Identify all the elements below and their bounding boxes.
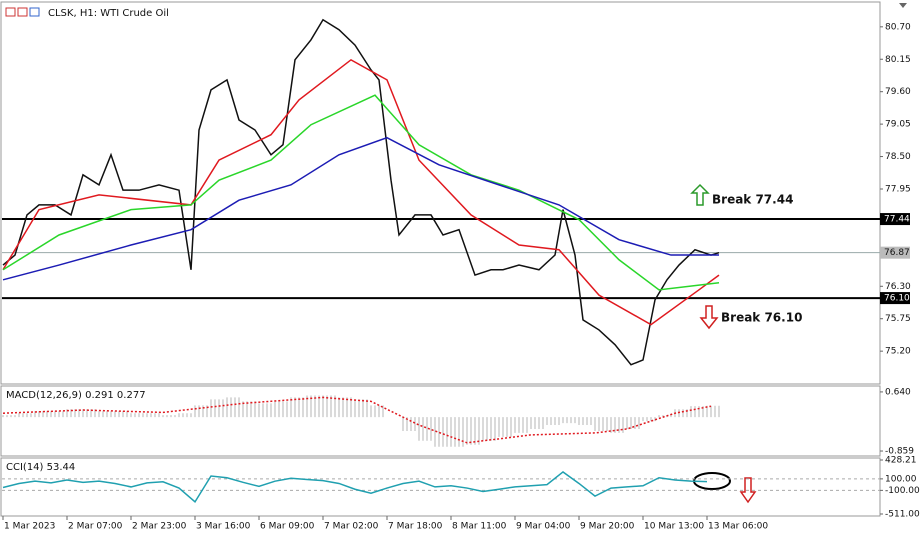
x-tick-label: 7 Mar 02:00 (324, 522, 379, 532)
series-line (2, 471, 708, 504)
price-frame (0, 1, 881, 385)
annotation: Break 77.44 (712, 193, 793, 207)
y-tick-label: -100.00 (885, 486, 920, 496)
y-tick-label: -0.859 (885, 447, 914, 457)
y-tick-label: 0.640 (885, 387, 911, 397)
y-tick-label: 77.95 (885, 184, 911, 194)
icon[interactable] (5, 7, 16, 17)
level-label: 76.10 (884, 294, 910, 304)
level-box (880, 213, 910, 226)
annotation: Break 76.10 (721, 311, 802, 325)
level-box (880, 292, 910, 305)
cci-title: CCI(14) 53.44 (6, 462, 75, 473)
x-tick-label: 10 Mar 13:00 (644, 522, 704, 532)
y-tick-label: 80.70 (885, 22, 911, 32)
y-tick-label: 428.21 (885, 456, 917, 466)
y-tick-label: 79.60 (885, 87, 911, 97)
series-line (2, 136, 719, 281)
level-label: 77.44 (884, 215, 910, 225)
x-tick-label: 6 Mar 09:00 (260, 522, 315, 532)
x-tick-label: 8 Mar 11:00 (452, 522, 507, 532)
x-tick-label: 2 Mar 23:00 (132, 522, 187, 532)
series-line (2, 94, 720, 291)
chart-title: CLSK, H1: WTI Crude Oil (48, 8, 169, 19)
macd-frame (0, 385, 881, 457)
y-tick-label: 80.15 (885, 55, 911, 65)
x-tick-label: 3 Mar 16:00 (196, 522, 251, 532)
y-tick-label: 75.75 (885, 314, 911, 324)
y-tick-label: 78.50 (885, 152, 911, 162)
macd-title: MACD(12,26,9) 0.291 0.277 (6, 390, 146, 401)
x-tick-label: 9 Mar 20:00 (580, 522, 635, 532)
x-tick-label: 9 Mar 04:00 (516, 522, 571, 532)
cci-frame (0, 457, 881, 517)
y-tick-label: -511.00 (885, 510, 920, 520)
x-tick-label: 13 Mar 06:00 (708, 522, 768, 532)
series-line (2, 396, 712, 444)
icon[interactable] (29, 7, 40, 17)
x-tick-label: 2 Mar 07:00 (68, 522, 123, 532)
price-box (880, 246, 910, 259)
up-arrow (690, 183, 710, 206)
x-tick-label: 7 Mar 18:00 (388, 522, 443, 532)
icon[interactable] (17, 7, 28, 17)
down-arrow (699, 305, 719, 330)
price-label: 76.87 (884, 248, 910, 258)
y-tick-label: 76.30 (885, 282, 911, 292)
series-line (2, 58, 720, 326)
y-tick-label: 100.00 (885, 474, 917, 484)
y-tick-label: 75.20 (885, 347, 911, 357)
series-line (2, 18, 720, 366)
y-tick-label: 79.05 (885, 120, 911, 130)
scroll-marker (899, 3, 907, 8)
x-tick-label: 1 Mar 2023 (4, 522, 55, 532)
